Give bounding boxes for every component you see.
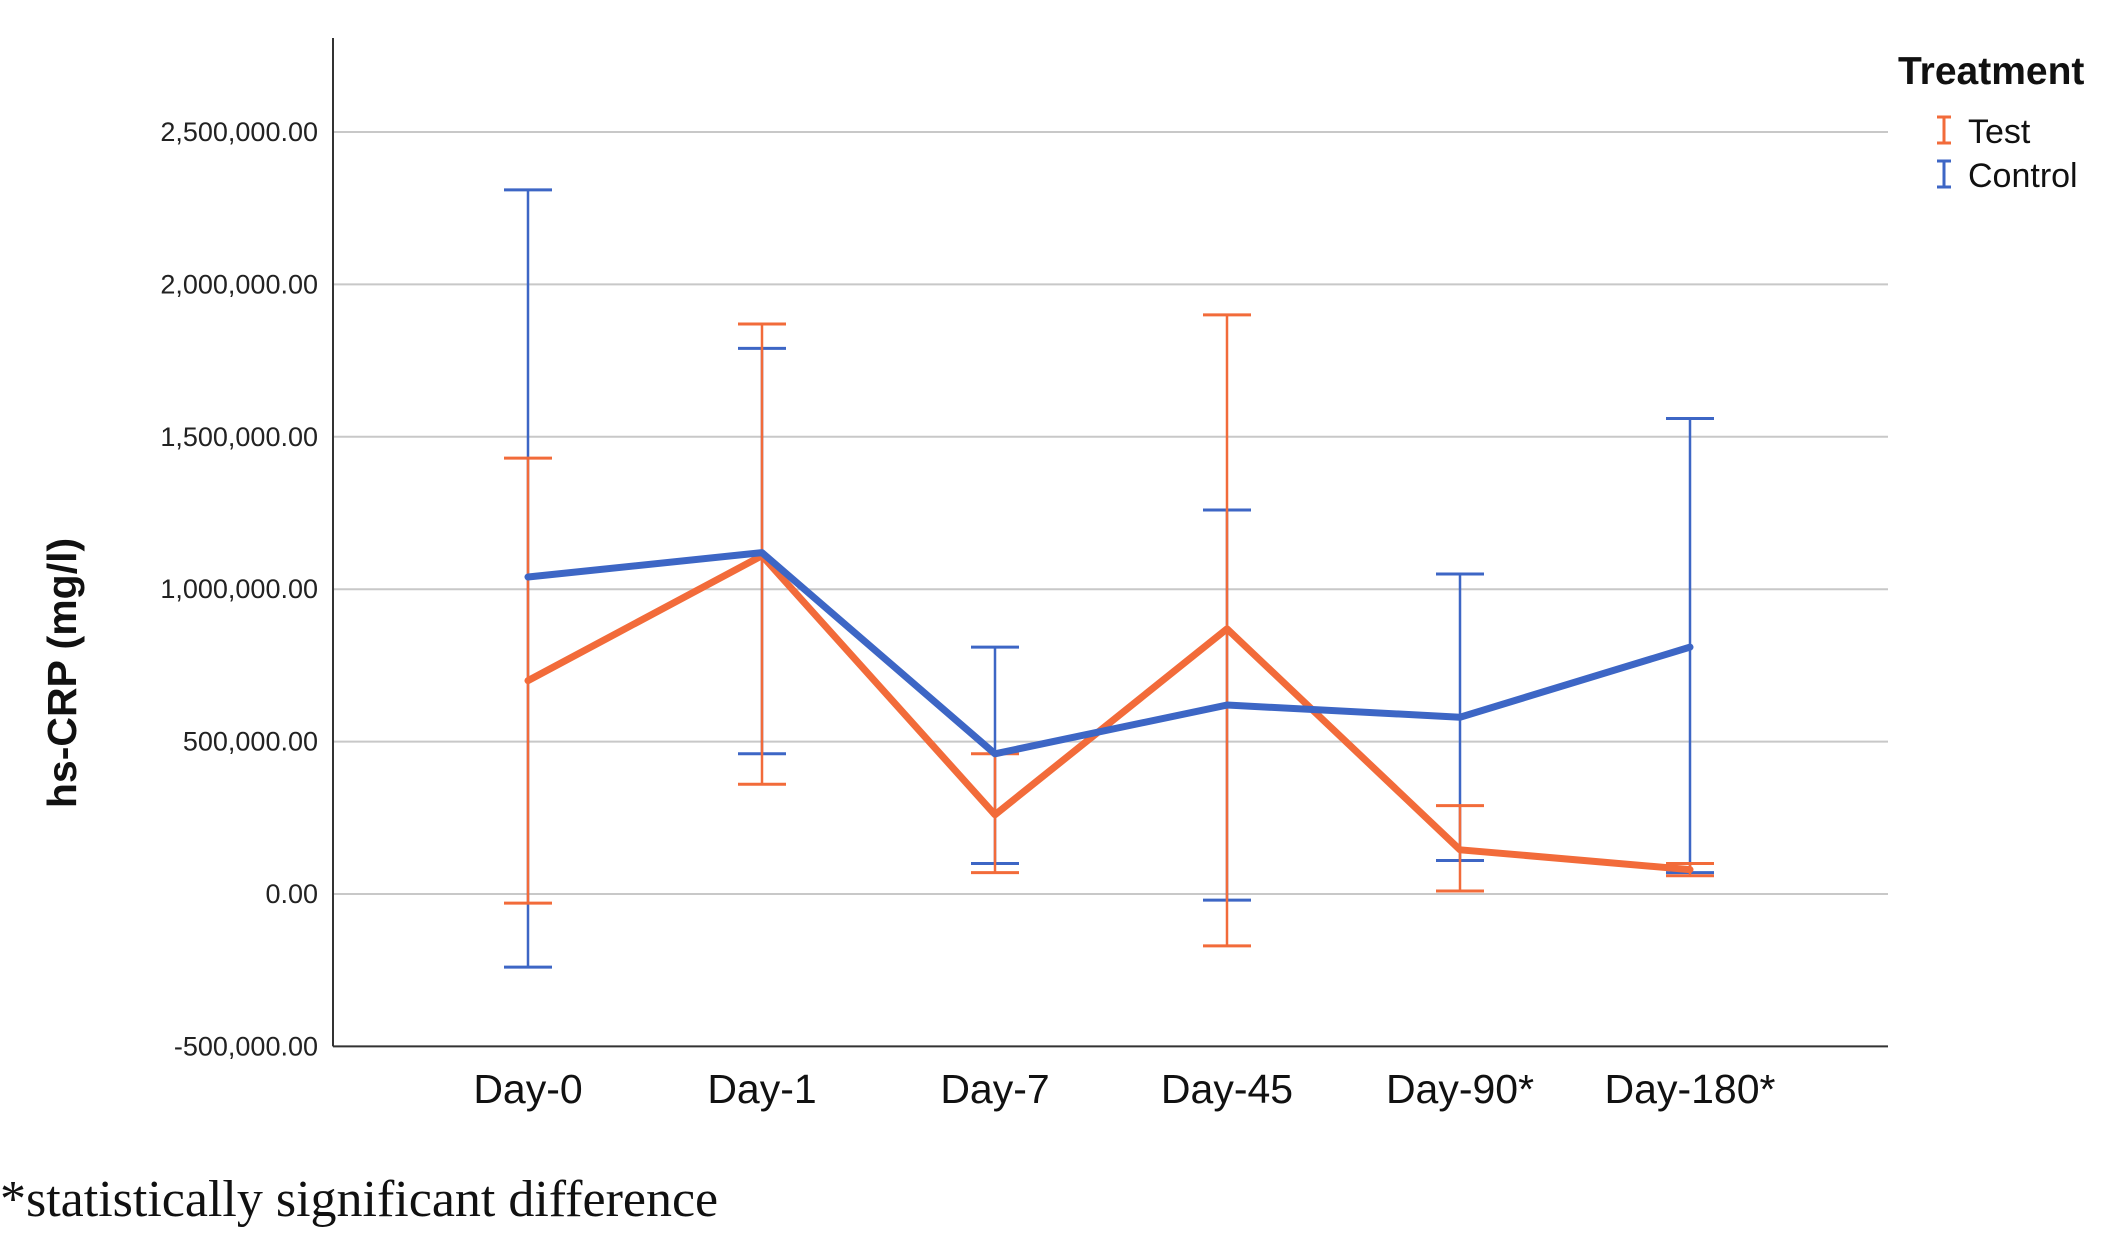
y-axis-label: hs-CRP (mg/l) bbox=[39, 538, 85, 808]
series-line-test bbox=[524, 552, 1694, 874]
series-line-control bbox=[524, 549, 1694, 758]
y-tick-labels: -500,000.00 0.00 500,000.00 1,000,000.00 1,5… bbox=[160, 117, 318, 1061]
error-bars bbox=[504, 188, 1714, 969]
y-tick-label: 0.00 bbox=[265, 879, 318, 909]
legend-label: Control bbox=[1968, 157, 2078, 195]
y-tick-label: 2,500,000.00 bbox=[160, 117, 318, 147]
x-tick-label: Day-180* bbox=[1605, 1066, 1776, 1112]
y-tick-label: 500,000.00 bbox=[183, 727, 318, 757]
y-tick-label: -500,000.00 bbox=[174, 1031, 318, 1061]
x-tick-labels: Day-0 Day-1 Day-7 Day-45 Day-90* Day-180* bbox=[473, 1066, 1775, 1112]
legend-item-test: Test bbox=[1937, 113, 2031, 151]
footnote: *statistically significant difference bbox=[0, 1171, 719, 1228]
y-tick-label: 1,500,000.00 bbox=[160, 422, 318, 452]
legend-item-control: Control bbox=[1937, 157, 2078, 195]
legend: Treatment Test Control bbox=[1898, 50, 2084, 195]
legend-label: Test bbox=[1968, 113, 2031, 151]
y-tick-label: 2,000,000.00 bbox=[160, 269, 318, 299]
series-lines bbox=[524, 549, 1694, 874]
gridlines bbox=[333, 131, 1888, 895]
x-tick-label: Day-1 bbox=[707, 1066, 816, 1112]
y-tick-label: 1,000,000.00 bbox=[160, 574, 318, 604]
x-tick-label: Day-0 bbox=[473, 1066, 582, 1112]
axes bbox=[332, 38, 1888, 1048]
legend-title: Treatment bbox=[1898, 50, 2084, 93]
x-tick-label: Day-7 bbox=[940, 1066, 1049, 1112]
x-tick-label: Day-45 bbox=[1161, 1066, 1293, 1112]
x-tick-label: Day-90* bbox=[1386, 1066, 1534, 1112]
